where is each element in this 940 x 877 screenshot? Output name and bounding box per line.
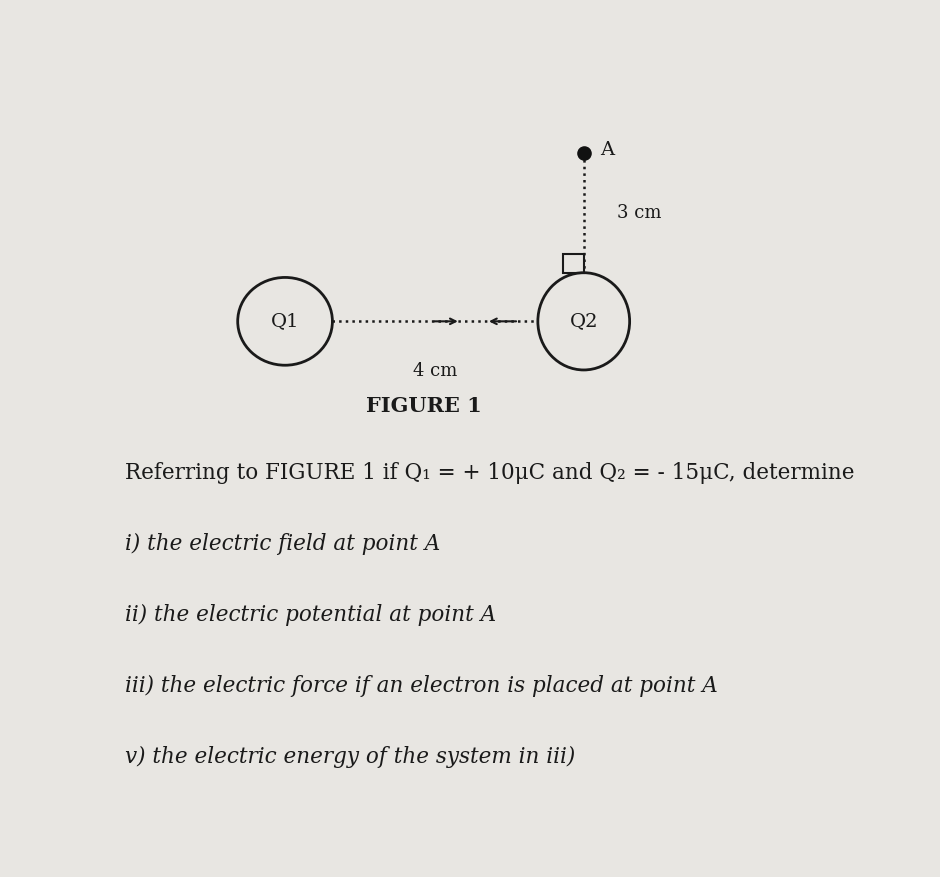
Text: Q1: Q1 <box>271 312 299 331</box>
Text: ii) the electric potential at point A: ii) the electric potential at point A <box>125 604 496 626</box>
Point <box>576 146 591 160</box>
Bar <box>563 253 584 273</box>
Text: iii) the electric force if an electron is placed at point A: iii) the electric force if an electron i… <box>125 675 717 697</box>
Text: v) the electric energy of the system in iii): v) the electric energy of the system in … <box>125 745 575 768</box>
Text: FIGURE 1: FIGURE 1 <box>366 396 481 416</box>
Text: i) the electric field at point A: i) the electric field at point A <box>125 533 440 555</box>
Text: Q2: Q2 <box>570 312 598 331</box>
Text: Referring to FIGURE 1 if Q₁ = + 10μC and Q₂ = - 15μC, determine: Referring to FIGURE 1 if Q₁ = + 10μC and… <box>125 462 854 484</box>
Text: A: A <box>600 141 614 160</box>
Text: 4 cm: 4 cm <box>413 362 458 380</box>
Text: 3 cm: 3 cm <box>617 203 661 222</box>
